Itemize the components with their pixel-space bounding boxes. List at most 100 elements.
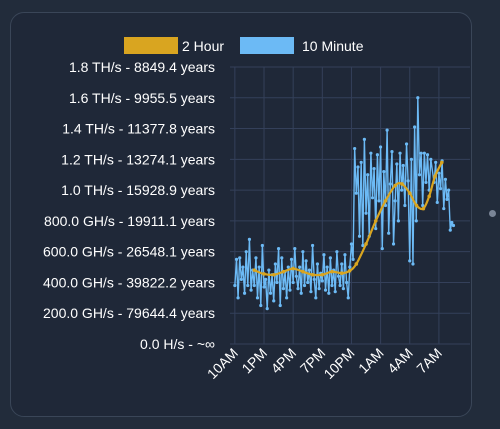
legend-item[interactable]: 2 Hour [124,37,224,54]
point-10-minute [398,151,402,155]
point-10-minute [233,283,237,288]
point-10-minute [291,280,295,285]
point-10-minute [336,274,341,278]
point-10-minute [323,288,328,292]
point-10-minute [379,145,383,149]
point-10-minute [276,246,281,251]
x-tick-label: 1AM [355,345,387,377]
point-10-minute [312,277,316,281]
point-10-minute [422,151,426,155]
point-10-minute [387,231,391,235]
point-10-minute [438,186,443,191]
point-10-minute [304,259,308,263]
point-10-minute [298,265,302,269]
point-10-minute [343,253,347,257]
point-10-minute [310,243,315,248]
point-10-minute [391,242,396,246]
y-tick-label: 800.0 GH/s - 19911.1 years [44,213,215,229]
y-tick-label: 0.0 H/s - ~∞ [140,336,215,352]
pager-dot[interactable] [489,210,496,217]
point-10-minute [247,237,252,241]
x-tick-label: 4PM [268,345,300,377]
point-10-minute [408,259,412,263]
point-2-hour [383,199,388,203]
point-2-hour [407,191,412,195]
point-10-minute [275,280,279,285]
point-10-minute [362,137,366,141]
point-10-minute [401,163,405,168]
point-2-hour [291,266,295,271]
point-10-minute [349,242,354,246]
point-2-hour [440,160,444,165]
point-10-minute [421,203,425,208]
point-10-minute [288,288,292,292]
point-10-minute [406,179,410,183]
point-10-minute [330,283,334,288]
point-2-hour [414,203,419,208]
point-10-minute [357,234,362,238]
point-10-minute [333,290,337,294]
x-tick-label: 4AM [384,345,416,377]
point-10-minute [411,262,415,266]
point-10-minute [260,243,264,248]
point-10-minute [445,197,449,201]
point-10-minute [374,226,378,231]
point-10-minute [354,191,358,195]
point-10-minute [264,277,268,281]
point-10-minute [382,170,386,174]
point-10-minute [307,268,311,272]
point-10-minute [302,283,307,288]
y-tick-label: 200.0 GH/s - 79644.4 years [43,305,215,321]
point-10-minute [361,243,365,248]
grid-lines [230,66,470,345]
point-10-minute [289,257,294,261]
point-10-minute [375,153,380,157]
point-10-minute [301,250,305,254]
x-tick-label: 7AM [413,345,445,377]
point-10-minute [390,150,394,154]
point-10-minute [241,265,245,269]
point-10-minute [267,268,271,272]
point-10-minute [385,128,389,132]
point-10-minute [341,287,345,291]
point-10-minute [443,177,448,181]
point-10-minute [296,287,300,291]
point-10-minute [249,288,253,292]
point-10-minute [346,296,350,300]
point-10-minute [265,307,269,311]
series-line-10-minute [234,97,455,310]
point-2-hour [320,272,325,277]
point-10-minute [369,151,373,155]
legend-swatch [124,37,178,54]
point-10-minute [262,285,266,289]
point-2-hour [252,268,257,272]
point-10-minute [338,283,342,288]
point-10-minute [294,274,298,278]
point-10-minute [435,200,439,205]
point-10-minute [400,188,404,192]
point-10-minute [370,196,375,200]
point-10-minute [442,206,446,211]
point-2-hour [301,269,305,274]
point-10-minute [380,246,384,251]
point-10-minute [238,256,242,260]
point-10-minute [299,291,303,295]
point-10-minute [257,265,261,269]
point-10-minute [429,157,433,161]
point-10-minute [327,291,331,295]
x-tick-label: 10PM [320,345,357,382]
point-10-minute [242,291,247,295]
legend-item[interactable]: 10 Minute [240,37,364,54]
point-10-minute [395,162,399,166]
point-10-minute [280,256,284,260]
point-10-minute [259,303,263,308]
point-10-minute [413,125,417,129]
y-tick-label: 1.8 TH/s - 8849.4 years [69,59,215,75]
point-10-minute [396,219,400,223]
point-10-minute [364,211,368,215]
point-2-hour [339,271,344,276]
point-10-minute [416,96,420,100]
point-10-minute [425,153,430,157]
point-10-minute [325,265,329,269]
point-10-minute [359,160,363,165]
